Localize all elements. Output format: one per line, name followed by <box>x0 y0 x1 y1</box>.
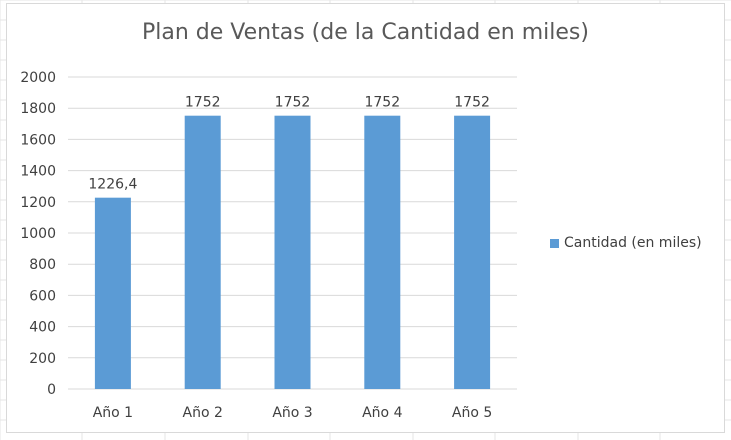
y-tick-label: 400 <box>29 320 56 336</box>
y-tick-label: 1600 <box>20 132 56 148</box>
y-tick-label: 1800 <box>20 101 56 117</box>
y-tick-label: 200 <box>29 351 56 367</box>
x-tick-label: Año 1 <box>93 405 133 421</box>
bar <box>274 115 311 390</box>
chart-title: Plan de Ventas (de la Cantidad en miles) <box>142 20 589 45</box>
y-tick-label: 1200 <box>20 195 56 211</box>
bar <box>184 115 221 390</box>
x-tick-label: Año 4 <box>362 405 402 421</box>
x-tick-label: Año 5 <box>452 405 492 421</box>
legend-label: Cantidad (en miles) <box>564 235 702 251</box>
bar <box>454 115 491 390</box>
bar <box>364 115 401 390</box>
y-tick-label: 0 <box>47 382 56 398</box>
data-label: 1752 <box>275 95 311 111</box>
x-tick-label: Año 2 <box>183 405 223 421</box>
x-tick-label: Año 3 <box>272 405 312 421</box>
legend-swatch <box>550 238 559 248</box>
data-label: 1752 <box>454 95 490 111</box>
y-tick-label: 1400 <box>20 164 56 180</box>
legend[interactable]: Cantidad (en miles) <box>550 235 702 251</box>
data-label: 1226,4 <box>88 177 137 193</box>
y-tick-label: 1000 <box>20 226 56 242</box>
y-tick-label: 2000 <box>20 70 56 86</box>
bar <box>94 197 131 389</box>
data-label: 1752 <box>185 95 221 111</box>
data-label: 1752 <box>364 95 400 111</box>
y-tick-label: 600 <box>29 288 56 304</box>
y-tick-label: 800 <box>29 257 56 273</box>
